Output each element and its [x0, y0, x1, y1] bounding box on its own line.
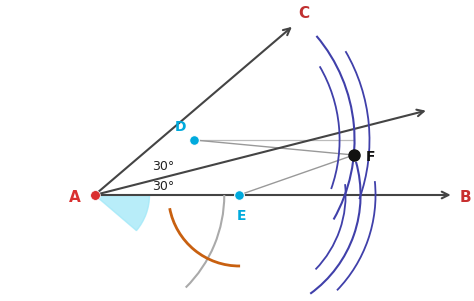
Text: D: D — [175, 120, 186, 134]
Text: B: B — [459, 190, 471, 204]
Text: C: C — [298, 6, 309, 21]
Text: F: F — [366, 150, 375, 164]
Text: 30°: 30° — [153, 160, 175, 173]
Wedge shape — [95, 195, 149, 231]
Text: E: E — [237, 209, 246, 223]
Text: 30°: 30° — [153, 181, 175, 194]
Text: A: A — [69, 190, 81, 204]
